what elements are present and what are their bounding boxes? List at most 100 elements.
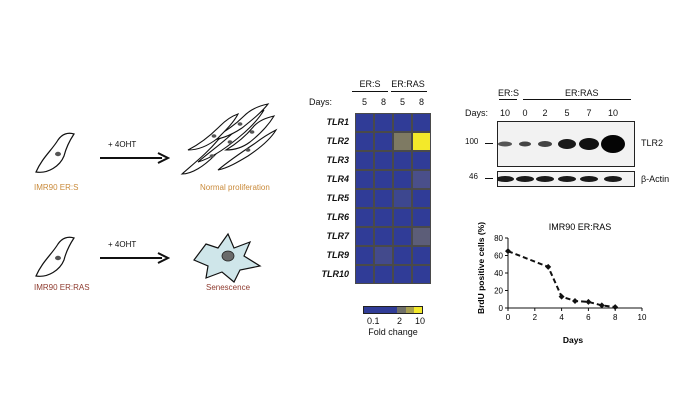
heatmap-gene-label: TLR2 (326, 136, 350, 146)
x-tick-label: 10 (638, 313, 647, 322)
heatmap-cell (412, 265, 431, 284)
blot-band (580, 176, 598, 182)
treatment-label-top: + 4OHT (108, 140, 137, 149)
x-tick-label: 6 (586, 313, 591, 322)
heatmap-cell (374, 227, 393, 246)
heatmap-day-col-label: 8 (380, 97, 386, 107)
arrow-right-icon (100, 152, 170, 164)
fibroblast-cell-icon (35, 132, 75, 173)
heatmap-cell (355, 113, 374, 132)
blot-band (516, 176, 534, 182)
blot-day-label: 0 (522, 108, 528, 118)
y-tick-label: 80 (494, 234, 503, 243)
x-tick-label: 4 (559, 313, 564, 322)
proliferating-cells-icon (180, 103, 278, 175)
heatmap-cell (393, 113, 412, 132)
scale-swatch (397, 306, 406, 314)
scale-swatch (363, 306, 372, 314)
chart-xlabel: Days (563, 335, 584, 345)
data-point (585, 298, 592, 305)
heatmap-gene-label: TLR7 (326, 231, 350, 241)
blot-mw-46: 46 (469, 172, 478, 181)
heatmap-cell (374, 246, 393, 265)
scale-border (363, 306, 423, 314)
tlr-heatmap: ER:S ER:RAS Days: 5 8 5 8 TLR1 TLR2 TLR3 TLR4 T… (305, 75, 445, 355)
y-tick-label: 40 (494, 269, 503, 278)
heatmap-cell (412, 132, 431, 151)
blot-tlr2-panel (497, 121, 635, 167)
heatmap-group-ers-line (352, 91, 388, 92)
heatmap-gene-label: TLR4 (326, 174, 350, 184)
heatmap-cell (374, 208, 393, 227)
blot-day-label: 10 (499, 108, 510, 118)
heatmap-day-col-label: 5 (399, 97, 405, 107)
heatmap-scale-title: Fold change (368, 327, 418, 337)
cell-label-erras: IMR90 ER:RAS (34, 283, 90, 292)
fibroblast-cell-icon (35, 236, 75, 277)
blot-group-ers-line (499, 99, 517, 100)
heatmap-day-col-label: 5 (361, 97, 367, 107)
blot-mw-100-tick (485, 143, 493, 144)
data-point (572, 298, 578, 304)
chart-title: IMR90 ER:RAS (549, 222, 612, 232)
western-blot: ER:S ER:RAS Days: 10 0 2 5 7 10 100 46 TLR2 β… (465, 88, 695, 198)
heatmap-gene-label: TLR1 (326, 117, 350, 127)
scale-tick-label: 2 (397, 316, 403, 326)
heatmap-cell (393, 265, 412, 284)
chart-ylabel: BrdU positive cells (%) (476, 222, 486, 314)
arrow-right-icon (100, 252, 170, 264)
blot-band-tlr2: TLR2 (641, 138, 664, 148)
heatmap-cell (374, 170, 393, 189)
heatmap-cell (412, 189, 431, 208)
x-tick-label: 8 (613, 313, 618, 322)
blot-group-erras: ER:RAS (565, 88, 599, 98)
blot-days-label: Days: (465, 108, 489, 118)
heatmap-gene-label: TLR10 (321, 269, 349, 279)
blot-group-erras-line (523, 99, 631, 100)
heatmap-cell (393, 189, 412, 208)
blot-band (558, 176, 576, 182)
schematic-panel: IMR90 ER:S + 4OHT Normal proliferation I… (0, 90, 300, 320)
heatmap-cell (355, 151, 374, 170)
scale-swatch (388, 306, 397, 314)
outcome-label-proliferation: Normal proliferation (200, 183, 270, 192)
heatmap-gene-label: TLR6 (326, 212, 350, 222)
outcome-label-senescence: Senescence (206, 283, 251, 292)
data-point (558, 293, 565, 300)
blot-band (519, 141, 531, 147)
heatmap-cell (374, 113, 393, 132)
heatmap-gene-label: TLR9 (326, 250, 350, 260)
blot-day-label: 2 (542, 108, 548, 118)
heatmap-cell (393, 132, 412, 151)
cell-label-ers: IMR90 ER:S (34, 183, 79, 192)
heatmap-cell (355, 227, 374, 246)
blot-mw-46-tick (485, 178, 493, 179)
heatmap-cell (412, 170, 431, 189)
blot-band (536, 176, 554, 182)
y-tick-label: 60 (494, 252, 503, 261)
data-point (545, 263, 552, 270)
data-point (598, 302, 605, 309)
blot-band (579, 138, 599, 150)
heatmap-cell (393, 170, 412, 189)
blot-mw-100: 100 (465, 137, 479, 146)
heatmap-group-erras: ER:RAS (391, 79, 425, 89)
heatmap-cell (412, 227, 431, 246)
blot-band (497, 176, 514, 182)
blot-day-label: 5 (564, 108, 570, 118)
heatmap-group-ers: ER:S (359, 79, 381, 89)
heatmap-days-label: Days: (309, 97, 333, 107)
scale-swatch (405, 306, 414, 314)
heatmap-cell (374, 132, 393, 151)
data-point (612, 304, 619, 311)
heatmap-cell (393, 208, 412, 227)
heatmap-cell (355, 246, 374, 265)
heatmap-cell (393, 227, 412, 246)
blot-group-ers: ER:S (498, 88, 520, 98)
heatmap-gene-label: TLR5 (326, 193, 350, 203)
blot-band (558, 139, 576, 149)
blot-band (601, 135, 625, 153)
blot-band-actin: β-Actin (641, 174, 670, 184)
heatmap-group-erras-line (391, 91, 427, 92)
heatmap-day-col-label: 8 (418, 97, 424, 107)
